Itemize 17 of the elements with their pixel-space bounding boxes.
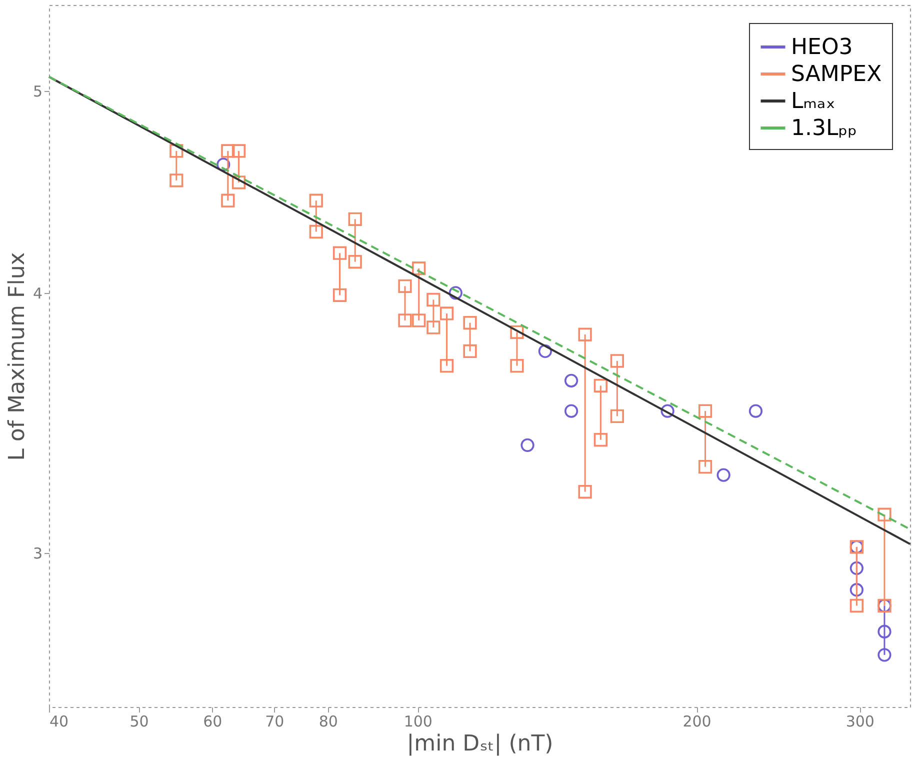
y-tick-label: 3 [32, 544, 42, 562]
y-tick-label: 4 [32, 284, 42, 302]
legend-label: SAMPEX [791, 62, 882, 87]
x-tick-label: 60 [203, 712, 222, 730]
y-axis-title: L of Maximum Flux [4, 252, 30, 461]
x-tick-label: 100 [404, 712, 432, 730]
x-tick-label: 300 [846, 712, 874, 730]
x-tick-label: 80 [318, 712, 338, 730]
legend-label: HEO3 [791, 35, 853, 60]
y-tick-label: 5 [32, 82, 42, 101]
x-tick-label: 70 [265, 712, 284, 730]
x-axis-title: |min Dₛₜ| (nT) [406, 732, 554, 756]
legend-label: Lₘₐₓ [791, 89, 836, 114]
legend-label: 1.3Lₚₚ [791, 116, 858, 141]
x-tick-label: 40 [50, 712, 69, 730]
x-tick-label: 200 [682, 712, 712, 730]
x-tick-label: 50 [130, 712, 149, 730]
